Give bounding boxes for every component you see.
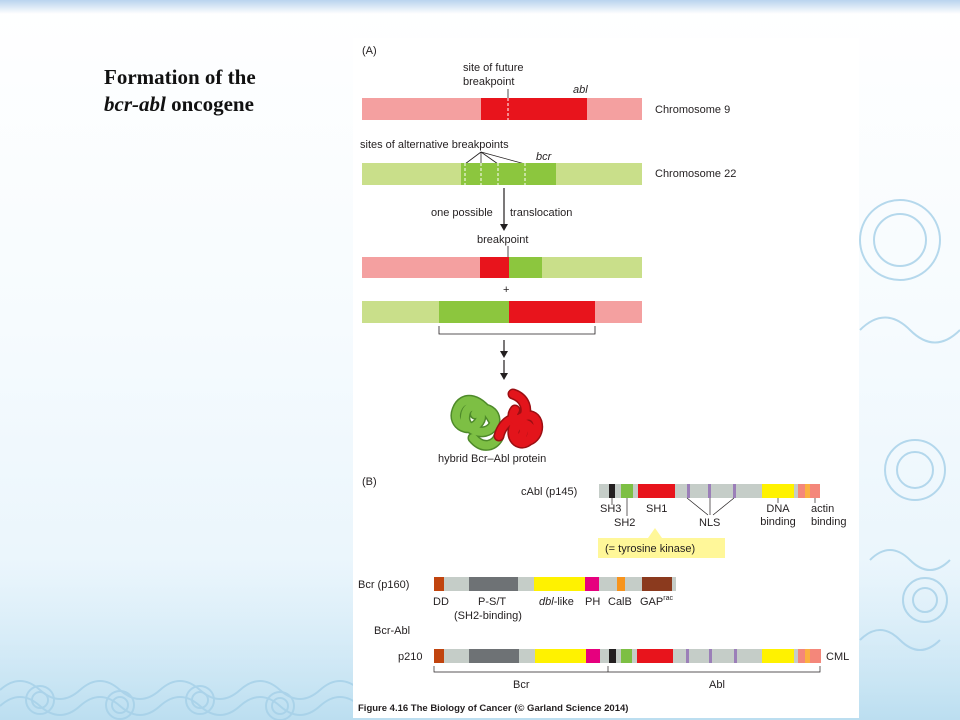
gap-domain [642, 577, 672, 591]
dbl-like-label: dbl-like [539, 596, 574, 608]
ph-domain [585, 577, 599, 591]
ph-label: PH [585, 596, 600, 608]
sh3-label: SH3 [600, 503, 621, 515]
dbl-like-domain [534, 577, 585, 591]
chromosome-22-bar [362, 163, 642, 185]
sh3-domain [609, 484, 615, 498]
figure-panel: (A) site of future breakpoint abl Chromo… [353, 38, 859, 718]
figure-caption: Figure 4.16 The Biology of Cancer (© Gar… [358, 703, 628, 714]
alt-breakpoint-pointers [464, 151, 526, 165]
fusion-gene-bracket [438, 326, 596, 335]
abl-gene-label: abl [573, 84, 588, 96]
sh2-label: SH2 [614, 517, 635, 529]
sh2-binding-label: (SH2-binding) [454, 610, 522, 622]
calb-domain [617, 577, 625, 591]
top-gradient-band [0, 0, 960, 14]
hybrid-protein-label: hybrid Bcr–Abl protein [438, 453, 546, 465]
translocation-label-2: translocation [510, 207, 572, 219]
title-line-1: Formation of the [104, 65, 256, 89]
translocation-label-1: one possible [431, 207, 493, 219]
pst-domain [469, 577, 518, 591]
actin-binding-label-2: binding [811, 516, 846, 528]
panel-a-label: (A) [362, 45, 377, 57]
figure-svg: (A) site of future breakpoint abl Chromo… [358, 45, 849, 714]
sh1-label: SH1 [646, 503, 667, 515]
bcr-bracket-label: Bcr [513, 679, 530, 691]
bcr-protein-label: Bcr (p160) [358, 579, 409, 591]
future-breakpoint-label-1: site of future [463, 62, 524, 74]
cabl-domain-bar [599, 484, 820, 498]
bcr-gene-segment [461, 163, 556, 185]
tyrosine-kinase-callout: (= tyrosine kinase) [598, 528, 725, 558]
actin-binding-domain [810, 484, 820, 498]
dd-domain [434, 577, 444, 591]
derivative-chromosome-9-bar [362, 301, 642, 323]
p210-brackets [433, 666, 821, 673]
title-rest: oncogene [165, 92, 254, 116]
tyrosine-kinase-label: (= tyrosine kinase) [605, 543, 695, 555]
hybrid-protein-illustration [450, 388, 544, 451]
cabl-label-pointers [611, 497, 816, 516]
calb-label: CalB [608, 596, 632, 608]
sh2-domain [621, 484, 633, 498]
dna-binding-domain [762, 484, 794, 498]
chromosome-9-label: Chromosome 9 [655, 104, 730, 116]
breakpoint-label: breakpoint [477, 234, 528, 246]
pst-label: P-S/T [478, 596, 506, 608]
dna-binding-label-2: binding [760, 516, 795, 528]
title-line-2: bcr-abl oncogene [104, 91, 344, 118]
abl-gene-segment [481, 98, 587, 120]
bcr-gene-label: bcr [536, 151, 553, 163]
cml-label: CML [826, 651, 849, 663]
dd-label: DD [433, 596, 449, 608]
chromosome-9-bar [362, 98, 642, 120]
expression-arrows [500, 340, 508, 380]
dna-binding-label-1: DNA [766, 503, 790, 515]
title-italic-gene: bcr-abl [104, 92, 166, 116]
gap-label: GAPrac [640, 595, 673, 608]
sh1-kinase-domain [638, 484, 675, 498]
plus-sign: + [503, 284, 509, 296]
bcr-abl-label: Bcr-Abl [374, 625, 410, 637]
translocation-arrowhead [500, 224, 508, 231]
panel-b-label: (B) [362, 476, 377, 488]
nls-label: NLS [699, 517, 720, 529]
bcr-domain-bar [434, 577, 676, 591]
derivative-chromosome-22-bar [362, 257, 642, 278]
p210-domain-bar [434, 649, 821, 663]
abl-bracket-label: Abl [709, 679, 725, 691]
slide-title: Formation of the bcr-abl oncogene [104, 64, 344, 118]
chromosome-22-label: Chromosome 22 [655, 168, 736, 180]
p210-label: p210 [398, 651, 422, 663]
cabl-label: cAbl (p145) [521, 486, 577, 498]
actin-binding-label-1: actin [811, 503, 834, 515]
future-breakpoint-label-2: breakpoint [463, 76, 514, 88]
alt-breakpoints-label: sites of alternative breakpoints [360, 139, 509, 151]
